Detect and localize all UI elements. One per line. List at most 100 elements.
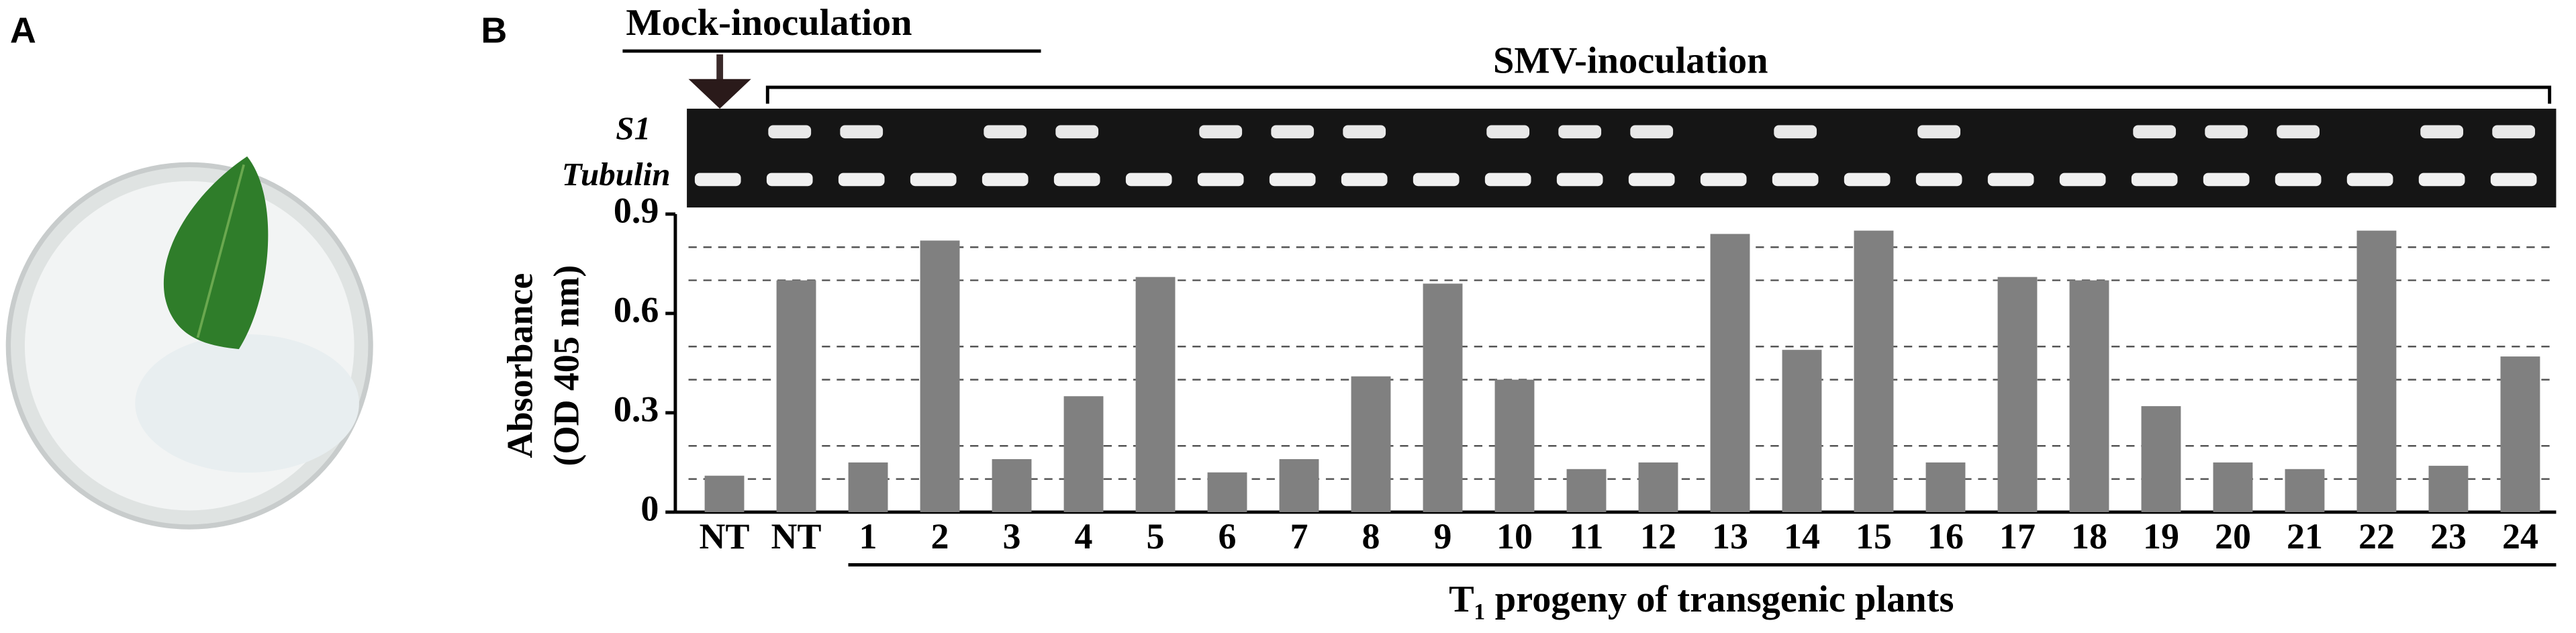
gel-band	[1055, 125, 1099, 139]
y-tick-label: 0.6	[614, 289, 659, 330]
y-tick-label: 0.9	[614, 190, 659, 230]
x-tick-label: 17	[1999, 516, 2036, 556]
bar	[1423, 283, 1463, 512]
bar	[1566, 469, 1607, 512]
gel-band	[768, 125, 812, 139]
x-tick-label: 8	[1362, 516, 1380, 556]
x-tick-label: 11	[1570, 516, 1604, 556]
gel-band	[2133, 125, 2177, 139]
gel-band	[1053, 173, 1100, 187]
gel-band	[2131, 173, 2178, 187]
gel-band	[2205, 125, 2248, 139]
bar	[1351, 376, 1391, 512]
bar	[1854, 230, 1894, 512]
gel-band	[694, 173, 741, 187]
gel-band	[838, 173, 885, 187]
gel-band	[1774, 125, 1817, 139]
smv-label: SMV-inoculation	[1493, 40, 1768, 82]
x-tick-label: 10	[1496, 516, 1533, 556]
bar	[2356, 230, 2397, 512]
gel	[687, 108, 2557, 208]
gel-band	[1844, 173, 1891, 187]
gel-band	[982, 173, 1029, 187]
gel-band	[1413, 173, 1460, 187]
bar	[2500, 356, 2540, 512]
bar	[2141, 406, 2181, 512]
bar	[2285, 469, 2325, 512]
gel-band	[1269, 173, 1316, 187]
x-axis-title: T₁ progeny of transgenic plants	[1449, 579, 1954, 620]
gel-band	[1486, 125, 1530, 139]
x-tick-label: 24	[2502, 516, 2538, 556]
gel-band	[2492, 125, 2536, 139]
gel-band	[1341, 173, 1388, 187]
x-tick-label: 13	[1712, 516, 1748, 556]
gel-band	[1343, 125, 1386, 139]
bar	[1710, 234, 1750, 512]
bracket	[765, 85, 2552, 104]
y-axis-title: Absorbance	[500, 273, 540, 458]
gel-band	[1917, 125, 1961, 139]
bar	[704, 475, 745, 512]
x-tick-label: NT	[771, 516, 822, 556]
x-tick-label: 1	[859, 516, 877, 556]
bar	[2213, 462, 2253, 512]
gel-band	[1125, 173, 1172, 187]
x-tick-label: 6	[1219, 516, 1237, 556]
gel-band	[910, 173, 957, 187]
gel-band	[1772, 173, 1819, 187]
gel-band	[2346, 173, 2393, 187]
leaf	[163, 156, 269, 350]
x-tick-label: 14	[1784, 516, 1820, 556]
leaf-vein	[196, 164, 245, 338]
gel-band	[1700, 173, 1747, 187]
gel-band	[840, 125, 884, 139]
gel-band	[1271, 125, 1315, 139]
y-tick-label: 0.3	[614, 389, 659, 429]
gel-band	[2418, 173, 2465, 187]
gel-band	[2490, 173, 2537, 187]
panel-label: B	[481, 10, 507, 50]
gel-band	[1628, 173, 1675, 187]
bar	[1135, 277, 1176, 512]
x-tick-label: 3	[1003, 516, 1021, 556]
y-tick-label: 0	[640, 488, 659, 528]
panel-label: A	[10, 10, 36, 50]
row-label: S1	[616, 110, 651, 147]
gel-band	[2203, 173, 2250, 187]
x-tick-label: 15	[1856, 516, 1892, 556]
x-tick-label: 21	[2287, 516, 2323, 556]
bar	[1207, 472, 1247, 512]
gel-band	[1987, 173, 2034, 187]
bar	[1925, 462, 1966, 512]
x-tick-label: NT	[700, 516, 750, 556]
bar	[920, 240, 960, 512]
callus	[135, 334, 359, 473]
x-tick-label: 16	[1927, 516, 1964, 556]
bar	[1279, 458, 1319, 512]
row-label: Tubulin	[562, 156, 671, 193]
gel-band	[2420, 125, 2464, 139]
bar	[992, 458, 1032, 512]
bar	[1638, 462, 1678, 512]
bar	[848, 462, 888, 512]
gel-band	[1915, 173, 1962, 187]
x-tick-label: 7	[1290, 516, 1308, 556]
arrow-head	[688, 79, 751, 109]
gel-bands	[694, 125, 2537, 187]
bar	[1494, 379, 1535, 512]
x-tick-label: 19	[2143, 516, 2179, 556]
bar	[2428, 465, 2469, 512]
bar	[776, 280, 816, 512]
gel-band	[1558, 125, 1602, 139]
bar	[1063, 396, 1104, 512]
x-tick-label: 23	[2430, 516, 2467, 556]
x-tick-label: 18	[2071, 516, 2107, 556]
bar	[1782, 350, 1822, 512]
x-tick-label: 5	[1147, 516, 1165, 556]
x-tick-label: 2	[931, 516, 949, 556]
gel-band	[984, 125, 1027, 139]
bar	[1997, 277, 2038, 512]
gel-band	[1199, 125, 1243, 139]
